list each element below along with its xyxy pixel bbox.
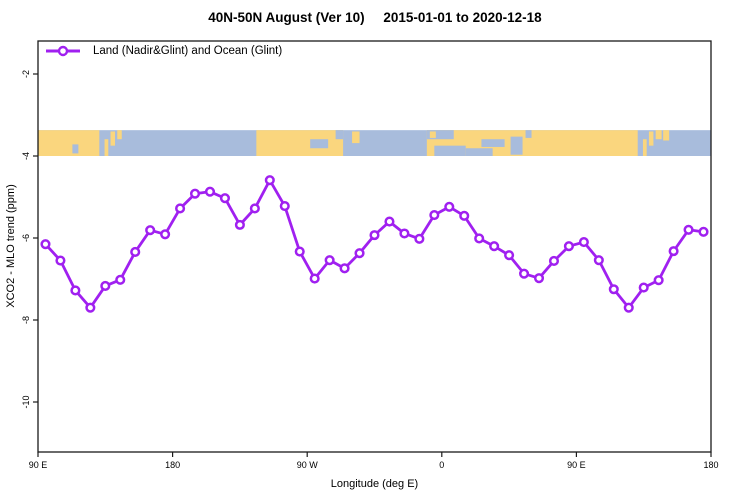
x-tick-label: 0 [439,460,444,470]
data-point-marker [399,228,410,239]
data-point-marker [414,233,425,244]
data-point-marker [489,241,500,252]
data-point-marker [608,284,619,295]
x-tick-label: 180 [165,460,180,470]
y-tick-label: -10 [21,395,31,408]
data-point-marker [578,237,589,248]
data-point-marker [444,201,455,212]
data-point-marker [429,209,440,221]
map-band-island [655,130,662,140]
map-band-ocean-patch [72,144,79,154]
map-band-island [663,130,670,141]
map-band-island [648,131,654,146]
data-point-marker [309,273,320,284]
data-point-marker [130,246,141,257]
data-point-marker [339,263,350,274]
data-point-marker [100,280,111,292]
map-band-island [104,139,109,156]
legend-label: Land (Nadir&Glint) and Ocean (Glint) [93,45,283,57]
x-tick-label: 90 E [29,460,48,470]
data-point-marker [504,250,515,261]
map-band-ocean-patch [465,148,493,156]
data-point-marker [519,268,530,279]
data-point-marker [354,248,365,259]
map-band-island [110,131,116,146]
data-point-marker [189,188,201,199]
data-point-marker [548,255,560,267]
plot-frame [37,40,712,453]
y-tick-label: -6 [21,234,31,242]
y-tick-label: -2 [21,70,31,78]
data-point-marker [145,225,156,236]
data-point-marker [85,302,96,313]
data-line [44,178,705,310]
map-band-ocean-patch [481,139,505,147]
y-tick-label: -8 [21,316,31,324]
map-band-island [117,130,122,140]
map-band-land [38,130,100,156]
data-point-marker [324,255,335,266]
map-band-ocean-patch [434,145,466,156]
map-band-island [642,139,647,156]
data-point-marker [369,230,380,241]
y-tick-label: -4 [21,152,31,160]
map-band-ocean-patch [310,139,329,149]
data-point-marker [279,200,290,212]
data-point-marker [698,226,709,237]
chart-title: 40N-50N August (Ver 10) 2015-01-01 to 20… [208,10,542,25]
data-point-marker [219,193,230,204]
x-tick-label: 90 W [297,460,319,470]
map-band-island [352,131,360,144]
data-point-marker [474,233,485,244]
data-point-marker [563,241,574,252]
data-point-marker [40,239,51,250]
data-point-marker [384,216,395,227]
x-axis-label: Longitude (deg E) [330,478,419,490]
map-band-land [256,130,344,156]
data-point-marker [653,275,664,286]
data-point-marker [533,273,545,284]
data-point-marker [175,203,186,214]
data-point-marker [204,186,216,197]
data-point-marker [70,285,81,296]
map-band-ocean-patch [335,130,344,140]
legend: Land (Nadir&Glint) and Ocean (Glint) [44,45,282,57]
data-point-marker [668,246,679,257]
x-tick-label: 90 E [567,460,586,470]
data-point-marker [623,302,634,313]
data-point-marker [638,282,649,293]
data-point-marker [593,255,604,266]
data-point-marker [160,229,171,240]
map-band-ocean-patch [510,136,523,155]
legend-marker-icon [46,45,80,57]
data-point-marker [264,175,275,186]
data-point-marker [294,246,305,257]
x-tick-label: 180 [703,460,718,470]
data-point-marker [234,219,245,230]
data-point-marker [459,210,470,221]
map-band-island [429,131,436,138]
data-point-marker [115,274,126,285]
map-band-ocean-patch [525,130,532,138]
data-point-marker [55,255,66,266]
data-point-marker [249,203,260,214]
data-point-marker [683,224,694,235]
map-band-ocean-patch [426,130,454,140]
